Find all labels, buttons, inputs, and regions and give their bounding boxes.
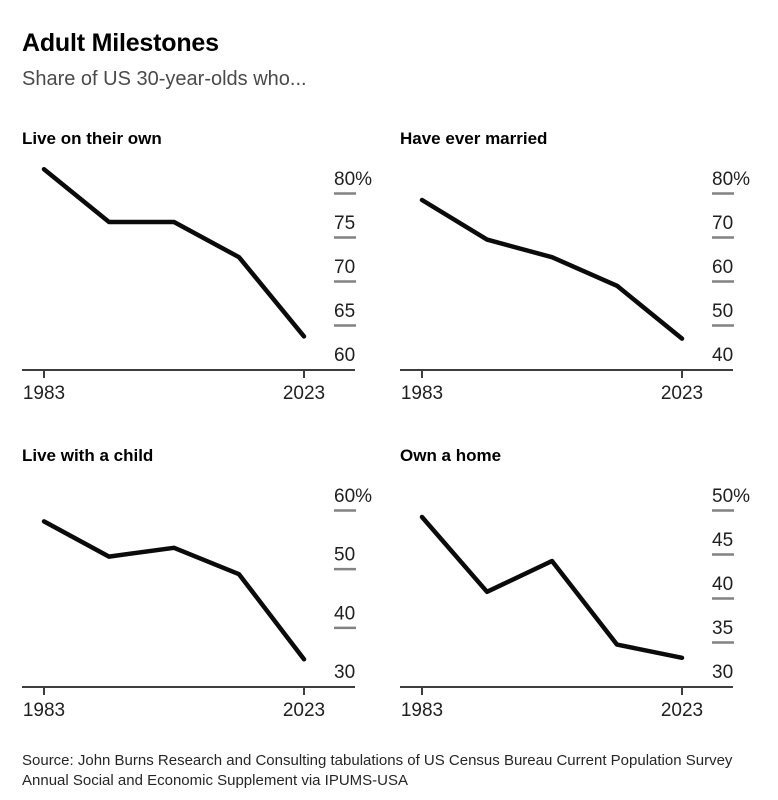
chart-panel-own-a-home: Own a home 1983 2023 50% 45 40 35 30: [400, 446, 756, 721]
svg-text:40: 40: [712, 574, 733, 595]
svg-text:50%: 50%: [712, 486, 750, 507]
svg-text:2023: 2023: [661, 700, 703, 721]
source-line-1: Source: John Burns Research and Consulti…: [22, 752, 733, 770]
chart-title-own-a-home: Own a home: [400, 445, 502, 465]
svg-text:30: 30: [334, 662, 355, 683]
svg-text:1983: 1983: [23, 700, 65, 721]
svg-text:80%: 80%: [334, 169, 372, 190]
chart-panel-live-with-a-child: Live with a child 1983 2023 60% 50 40 30: [22, 446, 378, 721]
svg-text:35: 35: [712, 618, 733, 639]
chart-title-live-on-their-own: Live on their own: [22, 128, 162, 148]
svg-text:70: 70: [334, 257, 355, 278]
svg-text:60: 60: [334, 345, 355, 366]
svg-text:40: 40: [712, 345, 733, 366]
svg-text:80%: 80%: [712, 169, 750, 190]
chart-panel-have-ever-married: Have ever married 1983 2023 80% 70 60 50 40: [400, 129, 756, 404]
svg-text:65: 65: [334, 301, 355, 322]
page-title: Adult Milestones: [22, 29, 219, 57]
svg-text:50: 50: [334, 545, 355, 566]
page-subtitle: Share of US 30-year-olds who...: [22, 67, 307, 90]
chart-title-live-with-a-child: Live with a child: [22, 445, 154, 465]
svg-text:45: 45: [712, 530, 733, 551]
svg-text:40: 40: [334, 604, 355, 625]
svg-text:1983: 1983: [401, 383, 443, 404]
svg-text:2023: 2023: [283, 700, 325, 721]
svg-text:50: 50: [712, 301, 733, 322]
source-line-2: Annual Social and Economic Supplement vi…: [22, 772, 409, 790]
svg-text:1983: 1983: [23, 383, 65, 404]
svg-text:2023: 2023: [283, 383, 325, 404]
source-note: Source: John Burns Research and Consulti…: [22, 751, 756, 791]
charts-grid: Live on their own 1983 2023 80% 75 70 65 60 Ha…: [22, 129, 756, 721]
svg-text:60: 60: [712, 257, 733, 278]
line-chart-live-on-their-own: 1983 2023 80% 75 70 65 60: [22, 166, 372, 404]
svg-text:30: 30: [712, 662, 733, 683]
chart-panel-live-on-their-own: Live on their own 1983 2023 80% 75 70 65 60: [22, 129, 378, 404]
line-chart-have-ever-married: 1983 2023 80% 70 60 50 40: [400, 169, 750, 404]
line-chart-live-with-a-child: 1983 2023 60% 50 40 30: [22, 486, 372, 721]
svg-text:70: 70: [712, 213, 733, 234]
svg-text:75: 75: [334, 213, 355, 234]
svg-text:60%: 60%: [334, 486, 372, 507]
line-chart-own-a-home: 1983 2023 50% 45 40 35 30: [400, 486, 750, 721]
chart-title-have-ever-married: Have ever married: [400, 128, 548, 148]
svg-text:2023: 2023: [661, 383, 703, 404]
svg-text:1983: 1983: [401, 700, 443, 721]
